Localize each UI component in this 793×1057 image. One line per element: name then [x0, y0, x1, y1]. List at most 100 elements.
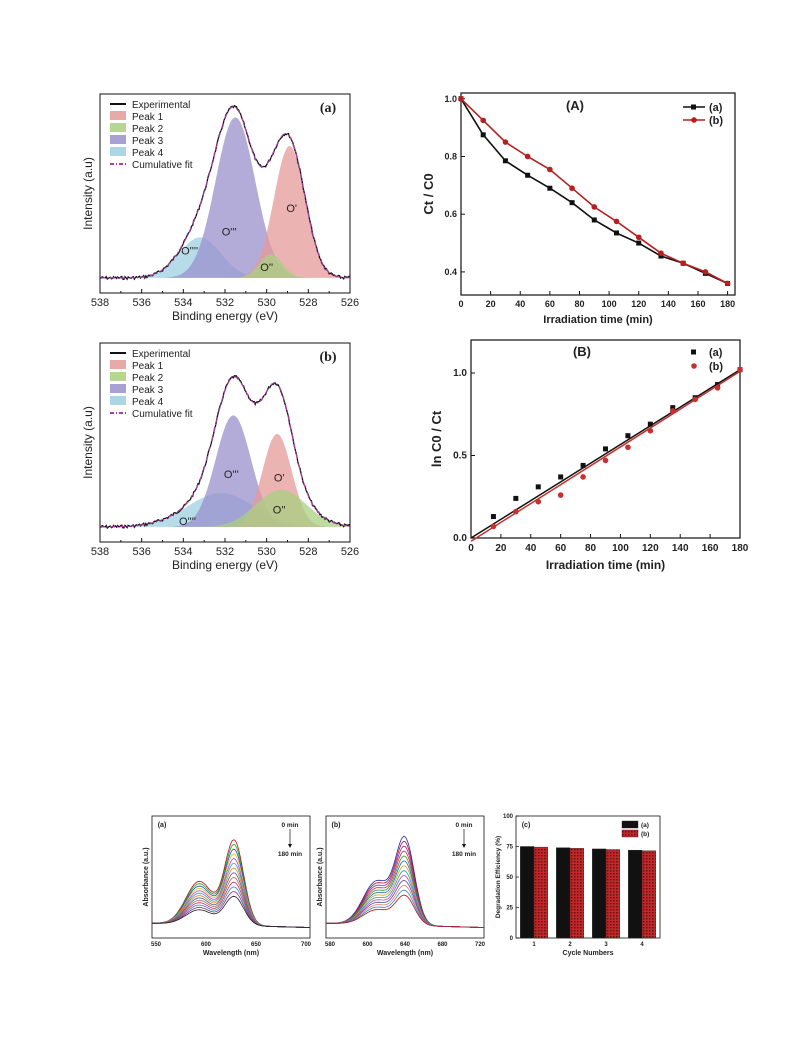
data-point — [669, 408, 676, 414]
plot-frame — [325, 815, 485, 939]
bar-(b)-3 — [605, 849, 620, 939]
legend-marker — [691, 349, 696, 355]
data-point — [614, 230, 620, 236]
legend-label: Peak 2 — [132, 124, 164, 135]
xps-chart-a: 538 536 534 532 530 528 526 Binding energy (eV)… — [80, 88, 380, 328]
peak-label: O'''' — [179, 516, 196, 528]
peak-label: O'' — [273, 504, 286, 516]
data-point — [535, 484, 541, 490]
x-tick-label: 160 — [702, 543, 719, 554]
panel-label: (a) — [158, 822, 167, 829]
plot-frame — [470, 339, 741, 539]
data-point — [658, 253, 664, 259]
panel-label: (a) — [320, 101, 337, 116]
kinetics-chart-A: 0 20 40 60 80 100 120 140 160 180 0.4 0.6 0.8 1.0 Irra… — [415, 85, 745, 335]
data-point — [535, 498, 542, 505]
legend-label: (b) — [641, 831, 649, 838]
x-tick-label: 60 — [555, 543, 567, 554]
x-tick-label: 532 — [216, 297, 234, 309]
legend-label: Cumulative fit — [132, 409, 193, 420]
data-point — [591, 204, 598, 210]
x-tick-label: 1 — [532, 942, 536, 948]
peak-label: O'''' — [181, 245, 198, 257]
legend-swatch — [110, 384, 126, 393]
x-tick-label: 600 — [362, 942, 373, 948]
panel-label: (B) — [573, 344, 591, 359]
x-axis-label: Cycle Numbers — [563, 950, 614, 957]
legend-swatch — [110, 135, 126, 144]
spectrum-curve — [152, 895, 310, 928]
legend-swatch — [110, 147, 126, 156]
x-tick-label: 536 — [132, 546, 150, 558]
spectrum-curve — [326, 855, 484, 928]
bar-(a)-1 — [520, 846, 535, 939]
x-tick-label: 100 — [602, 299, 617, 309]
x-axis-label: Irradiation time (min) — [543, 314, 653, 326]
x-tick-label: 534 — [174, 297, 192, 309]
data-point — [702, 269, 709, 275]
data-point — [636, 240, 642, 246]
data-point — [569, 185, 575, 192]
x-tick-label: 650 — [251, 942, 262, 948]
x-tick-label: 530 — [257, 297, 275, 309]
uv-chart-b: 580 600 640 680 720 Wavelength (nm) Absorbance… — [312, 810, 492, 960]
y-tick-label: 0.5 — [453, 451, 467, 462]
data-point — [647, 421, 653, 427]
data-point — [502, 158, 508, 164]
x-tick-label: 160 — [690, 299, 705, 309]
panel-label: (A) — [566, 98, 584, 113]
cycles-c-svg: 0 25 50 75 100 1 2 3 4 Cycle Numbers Degradation E… — [495, 814, 661, 957]
legend-swatch — [621, 829, 639, 838]
x-tick-label: 528 — [299, 297, 317, 309]
data-point — [714, 385, 721, 391]
xps-chart-b: 538 536 534 532 530 528 526 Binding energy (eV)… — [80, 337, 380, 577]
x-tick-label: 532 — [216, 546, 234, 558]
x-tick-label: 80 — [585, 543, 597, 554]
x-tick-label: 120 — [642, 543, 659, 554]
y-tick-label: 1.0 — [444, 94, 457, 104]
x-tick-label: 120 — [631, 299, 646, 309]
y-tick-label: 0.0 — [453, 533, 467, 544]
legend-label: (a) — [709, 347, 723, 359]
legend-label: Peak 4 — [132, 148, 164, 159]
time-annotation-end: 180 min — [452, 851, 476, 858]
x-axis-label: Binding energy (eV) — [172, 309, 278, 323]
x-tick-label: 720 — [475, 942, 486, 948]
data-point — [603, 446, 608, 452]
legend-label: (a) — [641, 822, 649, 829]
x-tick-label: 4 — [640, 942, 644, 948]
data-point — [547, 166, 553, 173]
x-tick-label: 526 — [341, 546, 359, 558]
data-point — [513, 495, 519, 501]
data-point — [658, 250, 664, 256]
legend-marker — [691, 117, 697, 123]
x-tick-label: 528 — [299, 546, 317, 558]
cycles-chart-c: 0 25 50 75 100 1 2 3 4 Cycle Numbers Degradation E… — [490, 810, 670, 960]
x-tick-label: 550 — [151, 942, 162, 948]
peak-label: O''' — [224, 469, 239, 481]
data-point — [547, 185, 553, 191]
panel-label: (c) — [522, 822, 531, 829]
data-point — [625, 444, 631, 451]
data-point — [724, 280, 731, 287]
data-point — [557, 492, 564, 498]
data-point — [480, 132, 486, 138]
x-tick-label: 600 — [201, 942, 212, 948]
data-point — [558, 474, 564, 480]
peak-2-area — [100, 254, 350, 278]
x-tick-label: 700 — [301, 942, 312, 948]
spectrum-curve — [326, 894, 484, 928]
x-tick-label: 60 — [545, 299, 555, 309]
y-axis-label: Absorbance (a.u.) — [143, 847, 150, 906]
data-point — [591, 217, 597, 223]
x-tick-label: 140 — [661, 299, 676, 309]
data-point — [480, 117, 487, 124]
series-line-(a) — [460, 98, 728, 285]
x-axis-label: Wavelength (nm) — [203, 950, 259, 957]
x-tick-label: 530 — [257, 546, 275, 558]
y-axis-label: Intensity (a.u) — [81, 406, 95, 479]
cumulative-fit-curve — [100, 376, 351, 528]
x-tick-label: 580 — [325, 942, 336, 948]
x-tick-label: 20 — [495, 543, 507, 554]
legend-swatch — [110, 111, 126, 120]
